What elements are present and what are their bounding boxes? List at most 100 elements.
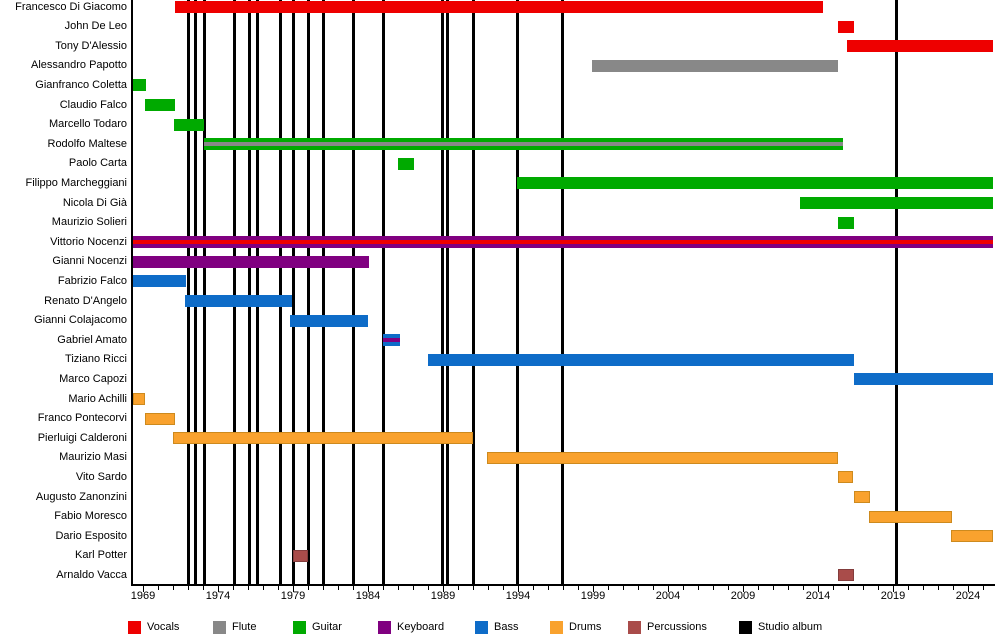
x-axis-minor-tick — [398, 586, 399, 590]
studio-album-line — [440, 0, 444, 585]
x-axis — [131, 584, 995, 586]
studio-album-line — [187, 0, 191, 585]
x-axis-minor-tick — [638, 586, 639, 590]
x-axis-major-tick — [368, 586, 369, 592]
member-bar-stripe-keyboard — [383, 338, 400, 343]
member-label: Mario Achilli — [68, 392, 127, 405]
legend-swatch-percussions — [628, 621, 641, 634]
member-bar-bass — [428, 353, 854, 366]
x-axis-minor-tick — [263, 586, 264, 590]
member-label: Arnaldo Vacca — [56, 568, 127, 581]
x-axis-tick-label: 1974 — [205, 590, 231, 602]
studio-album-line — [381, 0, 385, 585]
member-label: Gianfranco Coletta — [35, 78, 127, 91]
x-axis-minor-tick — [653, 586, 654, 590]
x-axis-minor-tick — [728, 586, 729, 590]
member-label: Fabrizio Falco — [57, 274, 127, 287]
member-label: Franco Pontecorvi — [37, 412, 127, 425]
x-axis-minor-tick — [488, 586, 489, 590]
x-axis-minor-tick — [203, 586, 204, 590]
x-axis-minor-tick — [683, 586, 684, 590]
x-axis-minor-tick — [323, 586, 324, 590]
x-axis-minor-tick — [248, 586, 249, 590]
member-label: Paolo Carta — [68, 157, 127, 170]
studio-album-line — [194, 0, 197, 585]
x-axis-tick-label: 1984 — [355, 590, 381, 602]
x-axis-major-tick — [818, 586, 819, 592]
member-bar-keyboard — [132, 236, 993, 249]
x-axis-minor-tick — [923, 586, 924, 590]
member-label: Marcello Todaro — [48, 118, 127, 131]
x-axis-tick-label: 2009 — [730, 590, 756, 602]
studio-album-line — [307, 0, 311, 585]
studio-album-line — [248, 0, 251, 585]
member-label: Tiziano Ricci — [65, 353, 127, 366]
legend-label: Drums — [569, 621, 602, 633]
member-bar-vocals — [837, 20, 854, 33]
x-axis-minor-tick — [473, 586, 474, 590]
studio-album-line — [560, 0, 564, 585]
x-axis-minor-tick — [788, 586, 789, 590]
member-label: Rodolfo Maltese — [47, 137, 128, 150]
x-axis-tick-label: 2014 — [805, 590, 831, 602]
member-label: John De Leo — [64, 20, 127, 33]
x-axis-minor-tick — [233, 586, 234, 590]
x-axis-tick-label: 2019 — [880, 590, 906, 602]
studio-album-line — [278, 0, 282, 585]
legend-label: Keyboard — [397, 621, 445, 633]
member-bar-bass — [185, 295, 292, 307]
x-axis-minor-tick — [353, 586, 354, 590]
member-bar-drums — [869, 510, 952, 523]
x-axis-minor-tick — [458, 586, 459, 590]
x-axis-minor-tick — [713, 586, 714, 590]
x-axis-major-tick — [668, 586, 669, 592]
legend-label: Vocals — [147, 621, 180, 633]
member-label: Dario Esposito — [55, 529, 127, 542]
legend-label: Percussions — [647, 621, 707, 633]
member-bar-flute — [591, 59, 839, 72]
x-axis-minor-tick — [503, 586, 504, 590]
x-axis-minor-tick — [533, 586, 534, 590]
member-bar-drums — [173, 432, 473, 445]
member-label: Francesco Di Giacomo — [15, 0, 127, 13]
member-bar-percussions — [293, 549, 308, 562]
member-label: Gianni Nocenzi — [52, 255, 127, 268]
member-bar-drums — [144, 412, 175, 425]
x-axis-major-tick — [518, 586, 519, 592]
studio-album-line — [471, 0, 475, 585]
studio-album-line — [255, 0, 259, 585]
member-label: Renato D'Angelo — [44, 294, 127, 307]
studio-album-line — [351, 0, 355, 585]
x-axis-major-tick — [218, 586, 219, 592]
member-label: Augusto Zanonzini — [35, 490, 127, 503]
x-axis-minor-tick — [578, 586, 579, 590]
member-label: Karl Potter — [75, 549, 127, 562]
x-axis-minor-tick — [383, 586, 384, 590]
x-axis-minor-tick — [428, 586, 429, 590]
x-axis-tick-label: 1994 — [505, 590, 531, 602]
legend-swatch-bass — [475, 621, 488, 634]
studio-album-line — [292, 0, 296, 585]
x-axis-major-tick — [443, 586, 444, 592]
member-bar-guitar — [144, 99, 176, 111]
member-bar-drums — [132, 393, 146, 405]
legend-label: Studio album — [758, 621, 823, 633]
x-axis-major-tick — [743, 586, 744, 592]
member-label: Gianni Colajacomo — [34, 314, 127, 327]
member-label: Fabio Moresco — [54, 510, 127, 523]
member-bar-drums — [487, 451, 839, 464]
x-axis-minor-tick — [413, 586, 414, 590]
x-axis-minor-tick — [863, 586, 864, 590]
member-label: Claudio Falco — [59, 98, 127, 111]
member-label: Maurizio Masi — [59, 451, 127, 464]
member-label: Filippo Marcheggiani — [25, 176, 128, 189]
member-bar-guitar — [800, 197, 993, 209]
member-bar-guitar — [203, 138, 843, 151]
member-label: Nicola Di Già — [62, 196, 127, 209]
member-label: Marco Capozi — [59, 372, 127, 385]
legend-swatch-guitar — [293, 621, 306, 634]
member-label: Alessandro Papotto — [30, 59, 127, 72]
y-axis — [131, 0, 133, 586]
x-axis-minor-tick — [758, 586, 759, 590]
